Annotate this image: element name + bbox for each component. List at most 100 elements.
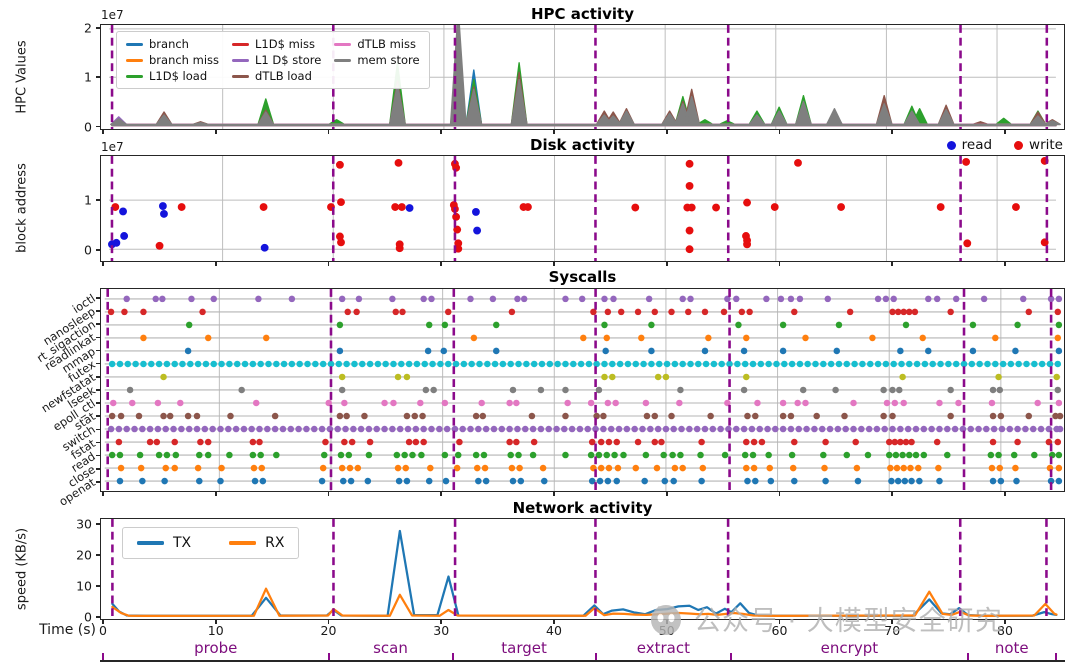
hpc-legend-column: L1D$ miss L1 D$ store dTLB load — [232, 37, 321, 83]
syscall-row-lseek — [126, 386, 1062, 394]
mem-store-line-swatch — [334, 58, 352, 62]
x-tick-label: 20 — [320, 623, 337, 638]
y-tick-mark — [96, 415, 100, 418]
y-tick-mark — [96, 441, 100, 444]
phase-label-encrypt: encrypt — [820, 639, 879, 657]
hpc-legend-label: mem store — [357, 53, 420, 67]
hpc-legend-item: branch — [126, 37, 219, 51]
phase-label-target: target — [501, 639, 547, 657]
y-tick-mark — [96, 616, 100, 618]
network-y-axis-label: speed (KB/s) — [14, 527, 30, 611]
phase-boundary-tick — [966, 653, 969, 660]
disk-series-write — [111, 156, 1049, 254]
x-tick-mark — [327, 492, 330, 496]
branch-line-swatch — [126, 42, 143, 46]
disk-chart — [108, 156, 1056, 261]
write-dot-swatch — [1014, 140, 1024, 150]
y-tick-mark — [96, 310, 100, 312]
y-tick-mark — [96, 554, 100, 556]
x-tick-mark — [1004, 620, 1006, 624]
syscall-row-newfstatat — [160, 373, 1060, 381]
disk-legend: read write — [946, 137, 1063, 153]
phase-boundary-lines — [110, 156, 1049, 261]
y-tick-mark — [96, 389, 100, 391]
phase-boundary-tick — [451, 653, 454, 660]
syscall-row-openat — [116, 477, 1063, 485]
x-tick-mark — [327, 620, 330, 624]
x-tick-mark — [891, 130, 894, 134]
x-tick-label: 80 — [997, 623, 1013, 638]
y-tick-mark — [96, 323, 100, 326]
x-tick-mark — [778, 492, 781, 496]
y-tick-label: 10 — [76, 578, 92, 594]
disk-plot-area — [100, 155, 1065, 262]
syscall-row-switch — [107, 425, 1064, 433]
hpc-legend-item: branch miss — [126, 53, 219, 67]
hpc-legend-label: dTLB miss — [357, 37, 416, 51]
phase-label-extract: extract — [636, 639, 690, 657]
y-tick-mark — [96, 454, 100, 457]
syscall-row-epoll-ctl — [109, 399, 1063, 407]
hpc-legend-item: L1D$ miss — [232, 37, 321, 51]
y-tick-mark — [96, 376, 100, 378]
x-tick-mark — [214, 492, 217, 496]
network-legend-item: TX — [137, 535, 191, 551]
disk-legend-label: read — [961, 137, 993, 153]
y-tick-label: 0 — [84, 119, 92, 134]
x-tick-mark — [440, 262, 443, 266]
x-tick-mark — [553, 130, 555, 134]
x-tick-mark — [1004, 262, 1006, 266]
disk-y-offset-label: 1e7 — [101, 140, 124, 154]
disk-title: Disk activity — [530, 136, 635, 154]
hpc-y-axis-label: HPC Values — [14, 40, 30, 114]
x-tick-mark — [665, 262, 668, 266]
syscall-row-mmap — [184, 347, 1063, 355]
y-tick-mark — [96, 362, 100, 365]
x-tick-mark — [553, 262, 555, 266]
disk-legend-item: read — [946, 137, 993, 153]
hpc-legend-label: L1 D$ store — [255, 53, 322, 67]
x-tick-mark — [778, 262, 781, 266]
y-tick-mark — [96, 349, 100, 352]
syscall-row-fstat — [115, 438, 1062, 446]
l1d-miss-line-swatch — [232, 42, 250, 46]
dtlb-load-line-swatch — [232, 74, 250, 78]
x-tick-label: 0 — [99, 623, 107, 638]
syscalls-title: Syscalls — [548, 268, 617, 286]
x-tick-mark — [891, 620, 894, 624]
y-tick-mark — [96, 125, 100, 128]
network-legend-item: RX — [229, 535, 284, 551]
phase-boundary-tick — [327, 653, 330, 660]
x-tick-mark — [440, 130, 443, 134]
phase-label-note: note — [994, 639, 1029, 657]
x-tick-label: 70 — [884, 623, 901, 638]
hpc-legend: branch branch miss L1D$ load L1D$ miss L1 D$… — [116, 31, 430, 89]
hpc-legend-column: dTLB miss mem store — [334, 37, 420, 83]
x-tick-mark — [778, 130, 781, 134]
x-tick-mark — [214, 620, 217, 624]
x-tick-mark — [102, 492, 104, 496]
x-tick-mark — [214, 130, 217, 134]
hpc-legend-item: dTLB miss — [334, 37, 419, 51]
phase-boundary-tick — [730, 653, 733, 660]
x-axis-label: Time (s) — [39, 622, 96, 638]
tx-line-swatch — [137, 541, 164, 545]
y-tick-label: 0 — [84, 242, 92, 258]
y-tick-label: 1 — [84, 69, 92, 85]
disk-y-axis-label: block address — [14, 163, 30, 253]
syscall-row-futex — [108, 360, 1062, 368]
hpc-legend-item: L1D$ load — [126, 69, 219, 83]
y-tick-label: 30 — [76, 516, 92, 532]
l1d-load-line-swatch — [126, 74, 143, 78]
hpc-legend-label: branch — [149, 37, 189, 51]
x-tick-label: 50 — [658, 623, 675, 638]
x-tick-mark — [327, 130, 330, 134]
syscall-row-read — [108, 451, 1063, 459]
hpc-title: HPC activity — [531, 5, 634, 23]
y-tick-label: 20 — [76, 547, 92, 563]
phase-boundary-tick — [102, 653, 105, 660]
syscalls-chart — [104, 289, 1064, 491]
y-tick-mark — [96, 481, 100, 483]
y-tick-mark — [96, 336, 100, 339]
x-tick-label: 30 — [433, 623, 450, 638]
